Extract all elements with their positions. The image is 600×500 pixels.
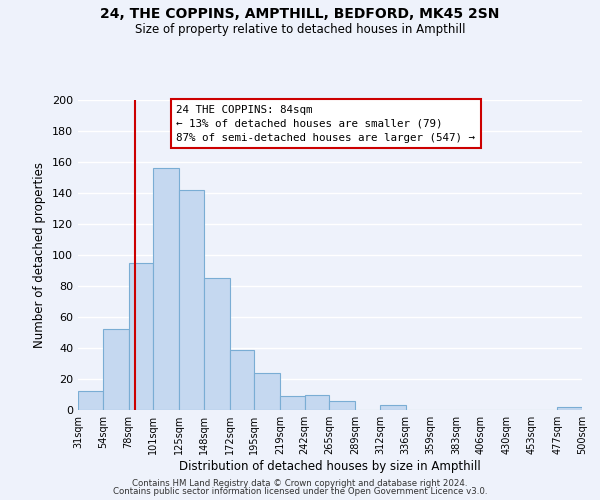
Bar (230, 350, 254, 410)
Bar (380, 406, 406, 410)
Bar (153, 168, 179, 410)
Text: Contains HM Land Registry data © Crown copyright and database right 2024.: Contains HM Land Registry data © Crown c… (132, 478, 468, 488)
Y-axis label: Number of detached properties: Number of detached properties (34, 162, 46, 348)
Bar (103, 330, 128, 410)
Text: 24 THE COPPINS: 84sqm
← 13% of detached houses are smaller (79)
87% of semi-deta: 24 THE COPPINS: 84sqm ← 13% of detached … (176, 104, 475, 142)
Bar (254, 373, 280, 410)
Bar (280, 396, 305, 410)
X-axis label: Distribution of detached houses by size in Ampthill: Distribution of detached houses by size … (179, 460, 481, 473)
Bar (179, 190, 204, 410)
Text: 24, THE COPPINS, AMPTHILL, BEDFORD, MK45 2SN: 24, THE COPPINS, AMPTHILL, BEDFORD, MK45… (100, 8, 500, 22)
Bar (78, 392, 103, 410)
Bar (557, 407, 582, 410)
Bar (128, 263, 153, 410)
Bar (305, 394, 329, 410)
Bar (204, 278, 230, 410)
Bar (329, 400, 355, 410)
Text: Size of property relative to detached houses in Ampthill: Size of property relative to detached ho… (135, 22, 465, 36)
Text: Contains public sector information licensed under the Open Government Licence v3: Contains public sector information licen… (113, 487, 487, 496)
